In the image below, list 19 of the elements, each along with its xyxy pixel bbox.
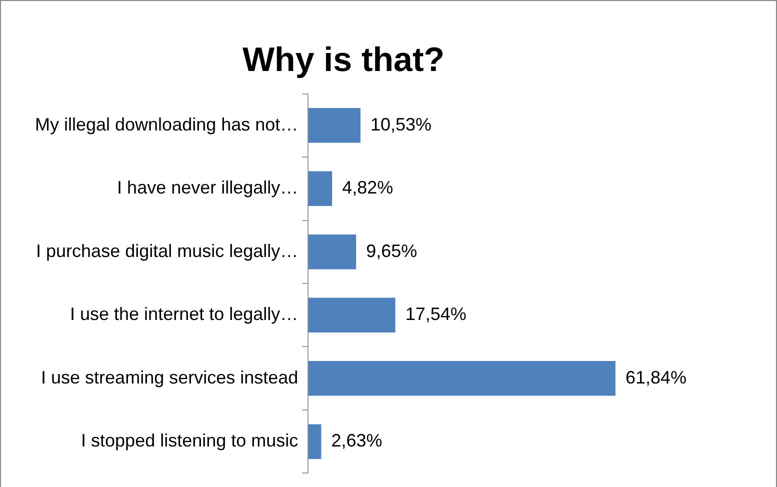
data-label: 10,53% (370, 114, 432, 134)
bar (308, 360, 616, 396)
bar (308, 424, 322, 459)
bar (308, 108, 360, 143)
data-label: 17,54% (405, 304, 466, 324)
chart-title: Why is that? (242, 40, 445, 79)
y-tick-label: I use the internet to legally… (70, 304, 298, 324)
data-label: 4,82% (342, 178, 394, 198)
y-tick-label: My illegal downloading has not… (34, 114, 298, 134)
bar (308, 298, 396, 333)
y-tick-label: I stopped listening to music (81, 430, 298, 451)
y-tick-label: I purchase digital music legally… (36, 240, 298, 261)
bar (308, 234, 356, 270)
bar (308, 171, 332, 206)
y-tick-label: I have never illegally… (117, 178, 298, 198)
data-label: 9,65% (366, 240, 418, 261)
data-label: 61,84% (625, 367, 687, 388)
y-tick-label: I use streaming services instead (41, 367, 298, 388)
data-label: 2,63% (331, 430, 382, 451)
